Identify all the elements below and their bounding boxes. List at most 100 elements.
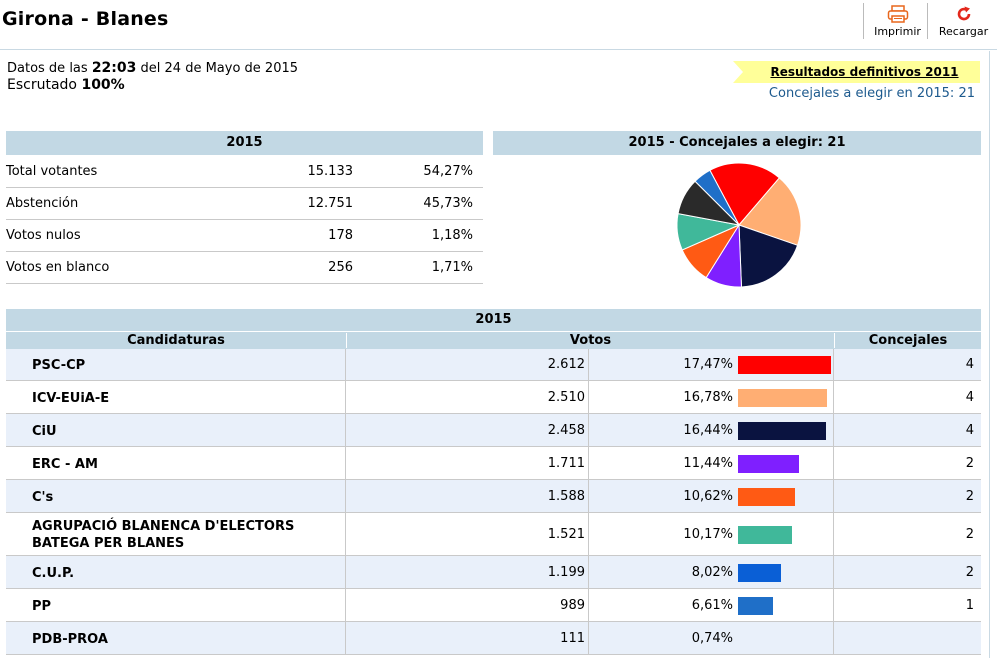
summary-value: 12.751: [307, 196, 354, 211]
vote-share-bar: [738, 526, 792, 544]
votes-cell: 111: [346, 622, 589, 654]
pct-cell: 8,02%: [589, 556, 736, 588]
summary-pct: 45,73%: [423, 196, 473, 211]
candidature-name-line1: AGRUPACIÓ BLANENCA D'ELECTORS: [32, 519, 295, 534]
seats-cell: 1: [834, 589, 981, 621]
pie-header: 2015 - Concejales a elegir: 21: [493, 131, 981, 155]
results-header: 2015: [6, 309, 981, 331]
update-time: 22:03: [91, 60, 137, 76]
result-row: ERC - AM 1.711 11,44% 2: [6, 447, 981, 480]
pie-slice: [709, 162, 781, 226]
vote-share-bar: [738, 389, 827, 407]
summary-row: Abstención 12.751 45,73%: [6, 188, 483, 220]
print-button[interactable]: Imprimir: [863, 3, 925, 39]
data-time-line: Datos de las 22:03 del 24 de Mayo de 201…: [7, 60, 298, 77]
candidature-cell: CiU: [6, 414, 346, 446]
votes-value: 1.199: [547, 565, 585, 580]
bar-cell: [737, 480, 834, 512]
concejales-note: Concejales a elegir en 2015: 21: [768, 86, 975, 101]
vote-share-bar: [738, 455, 799, 473]
seats-value: 2: [965, 489, 974, 504]
seats-value: 1: [965, 598, 974, 613]
votes-cell: 989: [346, 589, 589, 621]
candidature-cell: PSC-CP: [6, 349, 346, 380]
pct-value: 8,02%: [691, 565, 733, 580]
col-concejales: Concejales: [834, 333, 981, 348]
result-row: AGRUPACIÓ BLANENCA D'ELECTORS BATEGA PER …: [6, 513, 981, 556]
pct-cell: 16,78%: [589, 381, 736, 413]
votes-value: 2.612: [547, 357, 585, 372]
vote-share-bar: [738, 597, 773, 615]
result-row: PP 989 6,61% 1: [6, 589, 981, 622]
summary-value: 178: [328, 228, 353, 243]
pct-value: 6,61%: [691, 598, 733, 613]
seats-cell: 4: [834, 381, 981, 413]
seats-value: 2: [965, 565, 974, 580]
bar-cell: [737, 589, 834, 621]
summary-value: 256: [328, 260, 353, 275]
result-row: C.U.P. 1.199 8,02% 2: [6, 556, 981, 589]
votes-cell: 1.588: [346, 480, 589, 512]
pct-cell: 16,44%: [589, 414, 736, 446]
candidature-name: AGRUPACIÓ BLANENCA D'ELECTORS BATEGA PER …: [32, 518, 294, 552]
previous-results-link[interactable]: Resultados definitivos 2011: [733, 61, 980, 83]
update-date: del 24 de Mayo de 2015: [140, 61, 299, 76]
summary-row: Total votantes 15.133 54,27%: [6, 156, 483, 188]
candidature-cell: AGRUPACIÓ BLANENCA D'ELECTORS BATEGA PER …: [6, 513, 346, 555]
pct-value: 16,44%: [683, 423, 733, 438]
pct-value: 10,62%: [683, 489, 733, 504]
result-row: CiU 2.458 16,44% 4: [6, 414, 981, 447]
summary-row: Votos en blanco 256 1,71%: [6, 252, 483, 284]
candidature-name: PDB-PROA: [32, 632, 108, 647]
candidature-cell: ICV-EUiA-E: [6, 381, 346, 413]
pct-value: 16,78%: [683, 390, 733, 405]
bar-cell: [737, 349, 834, 380]
seats-value: 4: [965, 357, 974, 372]
reload-button[interactable]: Recargar: [927, 3, 993, 39]
bar-cell: [737, 447, 834, 479]
summary-pct: 54,27%: [423, 164, 473, 179]
print-label: Imprimir: [874, 25, 921, 38]
update-info: Datos de las 22:03 del 24 de Mayo de 201…: [7, 60, 298, 94]
reload-icon: [957, 6, 970, 21]
candidature-cell: ERC - AM: [6, 447, 346, 479]
votes-value: 1.588: [547, 489, 585, 504]
seats-cell: 2: [834, 513, 981, 555]
pct-value: 10,17%: [683, 527, 733, 542]
votes-cell: 1.711: [346, 447, 589, 479]
summary-pct: 1,18%: [431, 228, 473, 243]
summary-label: Abstención: [6, 196, 79, 211]
page-header: Girona - Blanes Imprimir Recargar: [0, 0, 997, 50]
pie-slice: [738, 177, 802, 246]
pct-cell: 10,17%: [589, 513, 736, 555]
col-candidaturas: Candidaturas: [127, 333, 225, 348]
summary-label: Votos en blanco: [6, 260, 110, 275]
votes-cell: 1.521: [346, 513, 589, 555]
summary-table: Total votantes 15.133 54,27% Abstención …: [6, 156, 483, 284]
candidature-name: ICV-EUiA-E: [32, 391, 110, 406]
datos-prefix: Datos de las: [7, 61, 88, 76]
results-body: PSC-CP 2.612 17,47% 4 ICV-EUiA-E 2.510 16,78% 4…: [6, 349, 981, 655]
printer-icon: [887, 5, 908, 23]
pie-slice: [738, 224, 799, 288]
candidature-name: ERC - AM: [32, 457, 98, 472]
pct-value: 0,74%: [691, 631, 733, 646]
candidature-name-line2: BATEGA PER BLANES: [32, 536, 185, 551]
votes-value: 2.458: [547, 423, 585, 438]
summary-label: Total votantes: [6, 164, 98, 179]
escrutado-value: 100%: [81, 77, 125, 93]
summary-value: 15.133: [307, 164, 354, 179]
candidature-name: CiU: [32, 424, 57, 439]
votes-value: 989: [560, 598, 585, 613]
seats-cell: 4: [834, 349, 981, 380]
candidature-name: C's: [32, 490, 54, 505]
seats-cell: 4: [834, 414, 981, 446]
votes-cell: 2.510: [346, 381, 589, 413]
vote-share-bar: [738, 564, 781, 582]
summary-header: 2015: [6, 131, 483, 155]
votes-cell: 2.612: [346, 349, 589, 380]
bar-cell: [737, 381, 834, 413]
pie-svg: [676, 162, 802, 288]
results-column-header: Candidaturas Votos Concejales: [6, 331, 981, 349]
result-row: C's 1.588 10,62% 2: [6, 480, 981, 513]
